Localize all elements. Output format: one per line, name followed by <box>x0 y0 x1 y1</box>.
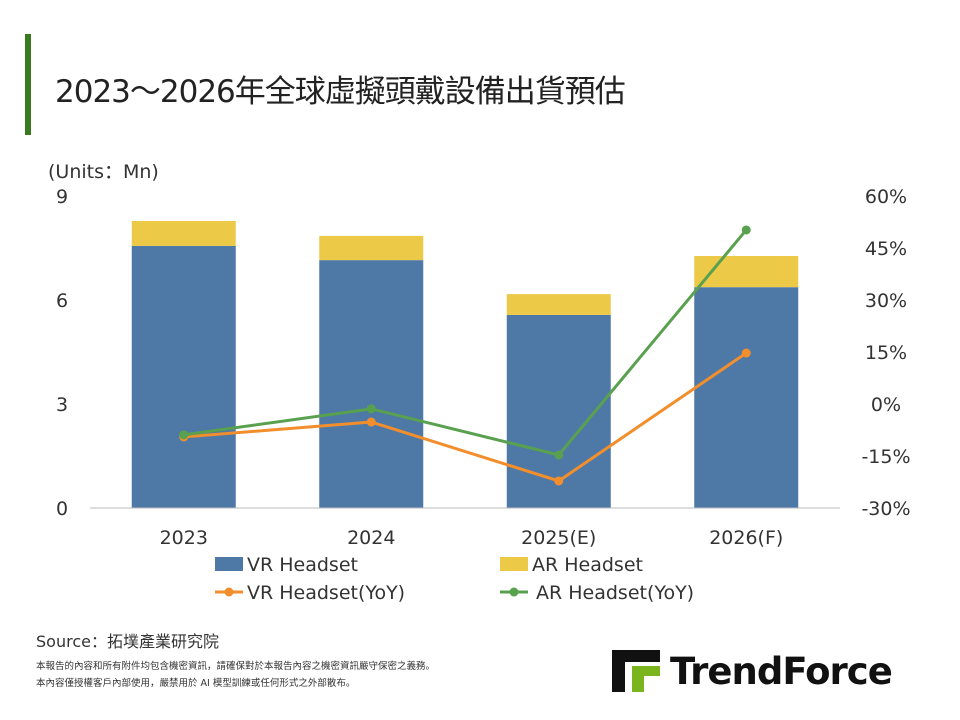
legend-label: AR Headset <box>532 554 643 576</box>
legend-label: VR Headset(YoY) <box>247 582 405 604</box>
right-axis-tick: -30% <box>861 498 910 520</box>
line-vr-headset-yoy <box>183 351 748 483</box>
point-ar-headset-yoy <box>179 430 189 440</box>
x-axis-tick: 2025(E) <box>521 527 596 549</box>
title-accent-bar <box>25 34 31 135</box>
bar-vr-headset <box>131 245 236 509</box>
x-axis-tick: 2026(F) <box>709 527 783 549</box>
legend-marker <box>224 587 234 597</box>
line-ar-headset-yoy <box>183 229 748 457</box>
point-vr-headset-yoy <box>554 476 564 486</box>
trendforce-logo-icon <box>612 650 660 692</box>
left-axis-tick: 9 <box>56 186 68 208</box>
bar-vr-headset <box>694 287 799 508</box>
left-axis-tick: 0 <box>56 498 68 520</box>
x-axis-tick: 2024 <box>347 527 395 549</box>
bar-ar-headset <box>131 220 236 246</box>
source-label: Source：拓墣產業研究院 <box>36 632 219 651</box>
legend-label: VR Headset <box>247 554 358 576</box>
trendforce-logo: TrendForce <box>612 648 893 694</box>
left-axis-tick: 3 <box>56 394 68 416</box>
point-vr-headset-yoy <box>741 348 751 358</box>
right-axis-tick: 30% <box>865 290 907 312</box>
bar-ar-headset <box>506 294 611 315</box>
logo-text: TrendForce <box>670 649 893 693</box>
x-axis-tick: 2023 <box>160 527 208 549</box>
bar-ar-headset <box>319 235 424 261</box>
point-ar-headset-yoy <box>554 450 564 460</box>
bar-vr-headset <box>319 260 424 508</box>
disclaimer-line-1: 本報告的內容和所有附件均包含機密資訊，請確保對於本報告內容之機密資訊嚴守保密之義… <box>36 661 436 672</box>
disclaimer-line-2: 本內容僅授權客戶內部使用，嚴禁用於 AI 模型訓練或任何形式之外部散布。 <box>36 678 356 689</box>
right-axis-tick: -15% <box>861 446 910 468</box>
point-ar-headset-yoy <box>366 404 376 414</box>
point-vr-headset-yoy <box>366 417 376 427</box>
legend-swatch <box>215 557 243 571</box>
legend-marker <box>509 587 519 597</box>
chart: 0 3 6 9 -30% -15% 0% 15% 30% 45% 60% 2023 2024 2025(E… <box>56 186 911 604</box>
right-axis-tick: 0% <box>871 394 901 416</box>
right-axis-tick: 45% <box>865 238 907 260</box>
chart-title: 2023～2026年全球虛擬頭戴設備出貨預估 <box>55 74 626 110</box>
legend-label: AR Headset(YoY) <box>536 582 694 604</box>
right-axis-tick: 15% <box>865 342 907 364</box>
legend-swatch <box>500 557 528 571</box>
right-axis-tick: 60% <box>865 186 907 208</box>
left-axis-tick: 6 <box>56 290 68 312</box>
units-label: (Units：Mn) <box>48 161 159 183</box>
point-ar-headset-yoy <box>741 225 751 235</box>
